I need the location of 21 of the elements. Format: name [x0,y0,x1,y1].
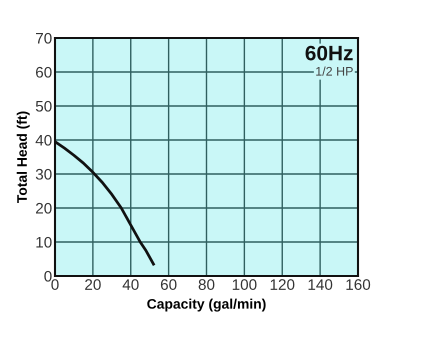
annotation: 1/2 HP [316,66,353,76]
y-tick-label: 60 [36,66,52,78]
x-axis-title: Capacity (gal/min) [147,298,266,312]
x-tick-label: 100 [232,279,257,290]
y-axis-title: Total Head (ft) [16,112,30,204]
y-tick-label: 70 [36,32,52,44]
y-tick-label: 0 [44,270,52,282]
x-tick-label: 160 [346,279,370,290]
y-tick-label: 40 [36,134,52,146]
x-tick-label: 40 [122,279,139,290]
annotation: 60Hz [306,46,353,60]
y-tick-label: 50 [36,100,52,112]
x-tick-label: 80 [198,279,214,290]
x-tick-label: 60 [160,279,177,290]
x-tick-label: 120 [270,279,294,290]
y-tick-label: 20 [36,202,52,214]
y-tick-label: 30 [36,168,52,180]
x-tick-label: 20 [85,279,101,290]
y-tick-label: 10 [36,236,52,248]
x-tick-label: 140 [308,279,332,290]
x-tick-label: 0 [51,279,59,290]
